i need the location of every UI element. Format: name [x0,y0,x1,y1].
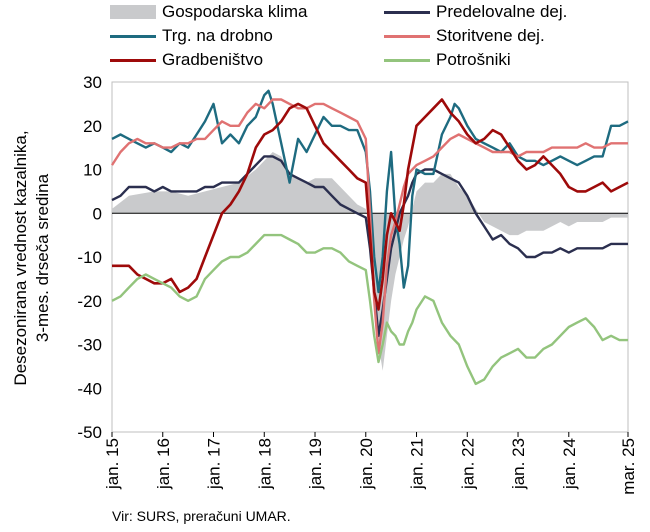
y-axis: 30 20 10 0 -10 -20 -30 -40 -50 [77,73,102,442]
x-tick-label: jan. 15 [103,438,122,490]
x-tick-label: jan. 23 [509,438,528,490]
legend-label: Predelovalne dej. [436,2,568,21]
legend-label: Potrošniki [436,50,511,69]
y-tick-label: 20 [83,117,102,136]
x-tick-label: jan. 20 [357,438,376,490]
legend-swatch-line [110,58,156,62]
legend-item-predelovalne-dej: Predelovalne dej. [384,2,567,22]
legend-swatch-line [384,34,430,38]
legend-label: Storitvene dej. [436,26,545,45]
series-line-predelovalne-dej- [111,155,628,337]
y-tick-label: -10 [77,248,102,267]
series-area-gospodarska-klima [112,152,628,371]
y-tick-label: -40 [77,379,102,398]
legend-swatch-area [110,5,156,19]
legend-item-gradbenistvo: Gradbeništvo [110,50,263,70]
legend-swatch-line [110,34,156,38]
legend-label: Trg. na drobno [162,26,273,45]
y-axis-title: Desezonirana vrednost kazalnika, 3-mes. … [11,130,52,385]
y-axis-title-line-1: Desezonirana vrednost kazalnika, [11,130,30,385]
legend-item-gospodarska-klima: Gospodarska klima [110,2,308,22]
series-line-storitvene-dej- [110,98,628,355]
legend-swatch-line [384,10,430,14]
x-tick-label: jan. 17 [205,438,224,490]
legend-label: Gospodarska klima [162,2,308,21]
series-line-gradbeni-tvo [112,98,629,311]
y-tick-label: 10 [83,161,102,180]
x-tick-label: jan. 24 [560,438,579,490]
y-tick-label: -20 [77,292,102,311]
x-tick-label: jan. 21 [408,438,427,490]
x-tick-label: jan. 16 [154,438,173,490]
y-tick-label: 0 [93,204,102,223]
x-tick-label: jan. 19 [306,438,325,490]
legend-item-potrosniki: Potrošniki [384,50,511,70]
x-tick-label: jan. 22 [458,438,477,490]
chart-legend: Gospodarska klima Trg. na drobno Gradben… [0,0,650,80]
y-tick-label: -30 [77,336,102,355]
plot-frame [111,81,629,433]
source-note: Vir: SURS, preračuni UMAR. [112,508,291,524]
y-axis-title-line-2: 3-mes. drseča sredina [33,173,52,342]
y-tick-label: 30 [83,73,102,92]
x-axis: jan. 15 jan. 16 jan. 17 jan. 18 jan. 19 jan. … [103,432,638,495]
legend-swatch-line [384,58,430,62]
series-line-potro-niki [111,233,628,386]
legend-item-trg-na-drobno: Trg. na drobno [110,26,273,46]
y-tick-label: -50 [77,423,102,442]
series-line-trg-na-drobno [111,89,629,294]
legend-label: Gradbeništvo [162,50,264,69]
x-tick-label: jan. 18 [255,438,274,490]
plot-area [110,81,629,433]
x-tick-label: mar. 25 [619,438,638,495]
legend-item-storitvene-dej: Storitvene dej. [384,26,545,46]
